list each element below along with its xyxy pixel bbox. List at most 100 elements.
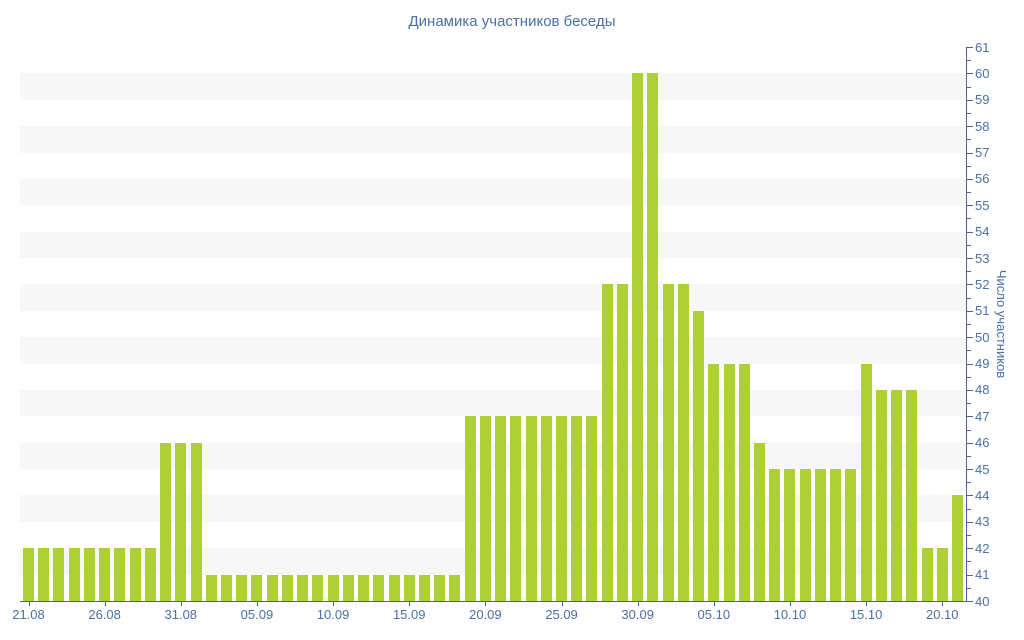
bar <box>632 73 644 601</box>
bar <box>677 284 689 601</box>
y-tick-label: 41 <box>975 567 990 583</box>
y-tick-label: 42 <box>975 540 990 556</box>
bar <box>556 416 568 601</box>
y-axis-minor-tick <box>967 376 971 378</box>
x-tick-label: 31.08 <box>164 607 198 622</box>
y-axis-tick <box>967 548 973 550</box>
y-axis-tick <box>967 99 973 101</box>
y-tick-label: 44 <box>975 487 990 503</box>
grid-stripe <box>20 310 966 338</box>
x-axis-tick <box>866 602 868 606</box>
y-tick-label: 47 <box>975 408 990 424</box>
y-tick-label: 43 <box>975 514 990 530</box>
y-axis-tick <box>967 337 973 339</box>
bar <box>114 548 126 601</box>
grid-stripe <box>20 73 966 100</box>
y-axis-minor-tick <box>967 165 971 167</box>
y-axis-tick <box>967 442 973 444</box>
x-tick-label: 10.09 <box>316 607 350 622</box>
y-axis-minor-tick <box>967 139 971 141</box>
y-axis-tick <box>967 258 973 260</box>
bar <box>906 389 918 601</box>
y-axis-minor-tick <box>967 561 971 563</box>
x-tick-label: 30.09 <box>621 607 654 622</box>
bar <box>175 442 187 601</box>
x-axis-tick <box>713 602 715 606</box>
bar <box>23 548 34 601</box>
bar <box>952 495 963 601</box>
x-tick-label: 15.10 <box>849 607 883 622</box>
x-axis-tick <box>180 602 182 606</box>
grid-stripe <box>20 99 966 127</box>
bar <box>799 469 811 601</box>
x-tick-label: 20.10 <box>925 607 959 622</box>
y-axis-tick <box>967 73 973 75</box>
bar <box>814 469 826 601</box>
y-axis-tick <box>967 231 973 233</box>
bar <box>586 416 598 601</box>
x-axis-tick <box>28 602 30 606</box>
y-tick-label: 61 <box>975 39 990 55</box>
bar <box>510 416 522 601</box>
y-axis-tick <box>967 310 973 312</box>
y-axis-tick <box>967 178 973 180</box>
y-tick-label: 45 <box>975 461 990 477</box>
y-axis-line <box>966 47 967 602</box>
y-axis-tick <box>967 521 973 523</box>
bar <box>190 442 202 601</box>
grid-stripe <box>20 126 966 153</box>
x-tick-label: 20.09 <box>469 607 502 622</box>
y-axis-tick <box>967 284 973 286</box>
bar <box>281 574 293 601</box>
x-axis-tick <box>256 602 258 606</box>
y-axis-tick <box>967 416 973 418</box>
bar <box>266 574 278 601</box>
x-axis-tick <box>561 602 563 606</box>
bar <box>830 469 842 601</box>
bar <box>479 416 491 601</box>
y-tick-label: 50 <box>975 329 990 345</box>
y-axis-minor-tick <box>967 429 971 431</box>
y-axis-tick <box>967 495 973 497</box>
y-tick-label: 51 <box>975 303 990 319</box>
x-tick-label: 10.10 <box>773 607 807 622</box>
y-axis-minor-tick <box>967 587 971 589</box>
bar <box>53 548 65 601</box>
bar <box>693 310 705 601</box>
y-tick-label: 48 <box>975 382 990 398</box>
y-tick-label: 55 <box>975 197 990 213</box>
bar <box>540 416 552 601</box>
y-tick-label: 58 <box>975 118 990 134</box>
y-tick-label: 53 <box>975 250 990 266</box>
y-axis-minor-tick <box>967 60 971 62</box>
y-tick-label: 60 <box>975 65 990 81</box>
y-tick-label: 49 <box>975 356 990 372</box>
bar <box>921 548 933 601</box>
grid-stripe <box>20 416 966 443</box>
bar <box>738 363 750 601</box>
bar <box>38 548 50 601</box>
x-axis-tick <box>789 602 791 606</box>
x-tick-label: 26.08 <box>88 607 121 622</box>
y-axis-minor-tick <box>967 271 971 273</box>
y-axis-minor-tick <box>967 324 971 325</box>
bar <box>601 284 613 601</box>
bar <box>769 469 781 601</box>
x-tick-label: 05.10 <box>697 607 731 622</box>
grid-stripe <box>20 178 966 206</box>
bar <box>160 442 172 601</box>
x-tick-label: 15.09 <box>392 607 426 622</box>
x-axis-tick <box>942 602 944 606</box>
y-tick-label: 56 <box>975 171 990 187</box>
bar <box>418 574 430 601</box>
x-axis-tick <box>485 602 487 606</box>
x-axis-tick <box>409 602 411 606</box>
bar <box>251 574 263 601</box>
y-tick-label: 54 <box>975 224 990 240</box>
bar <box>342 574 354 601</box>
x-axis-line <box>20 601 967 602</box>
bar <box>754 442 766 601</box>
y-axis-tick <box>967 363 973 365</box>
y-axis-minor-tick <box>967 112 971 114</box>
